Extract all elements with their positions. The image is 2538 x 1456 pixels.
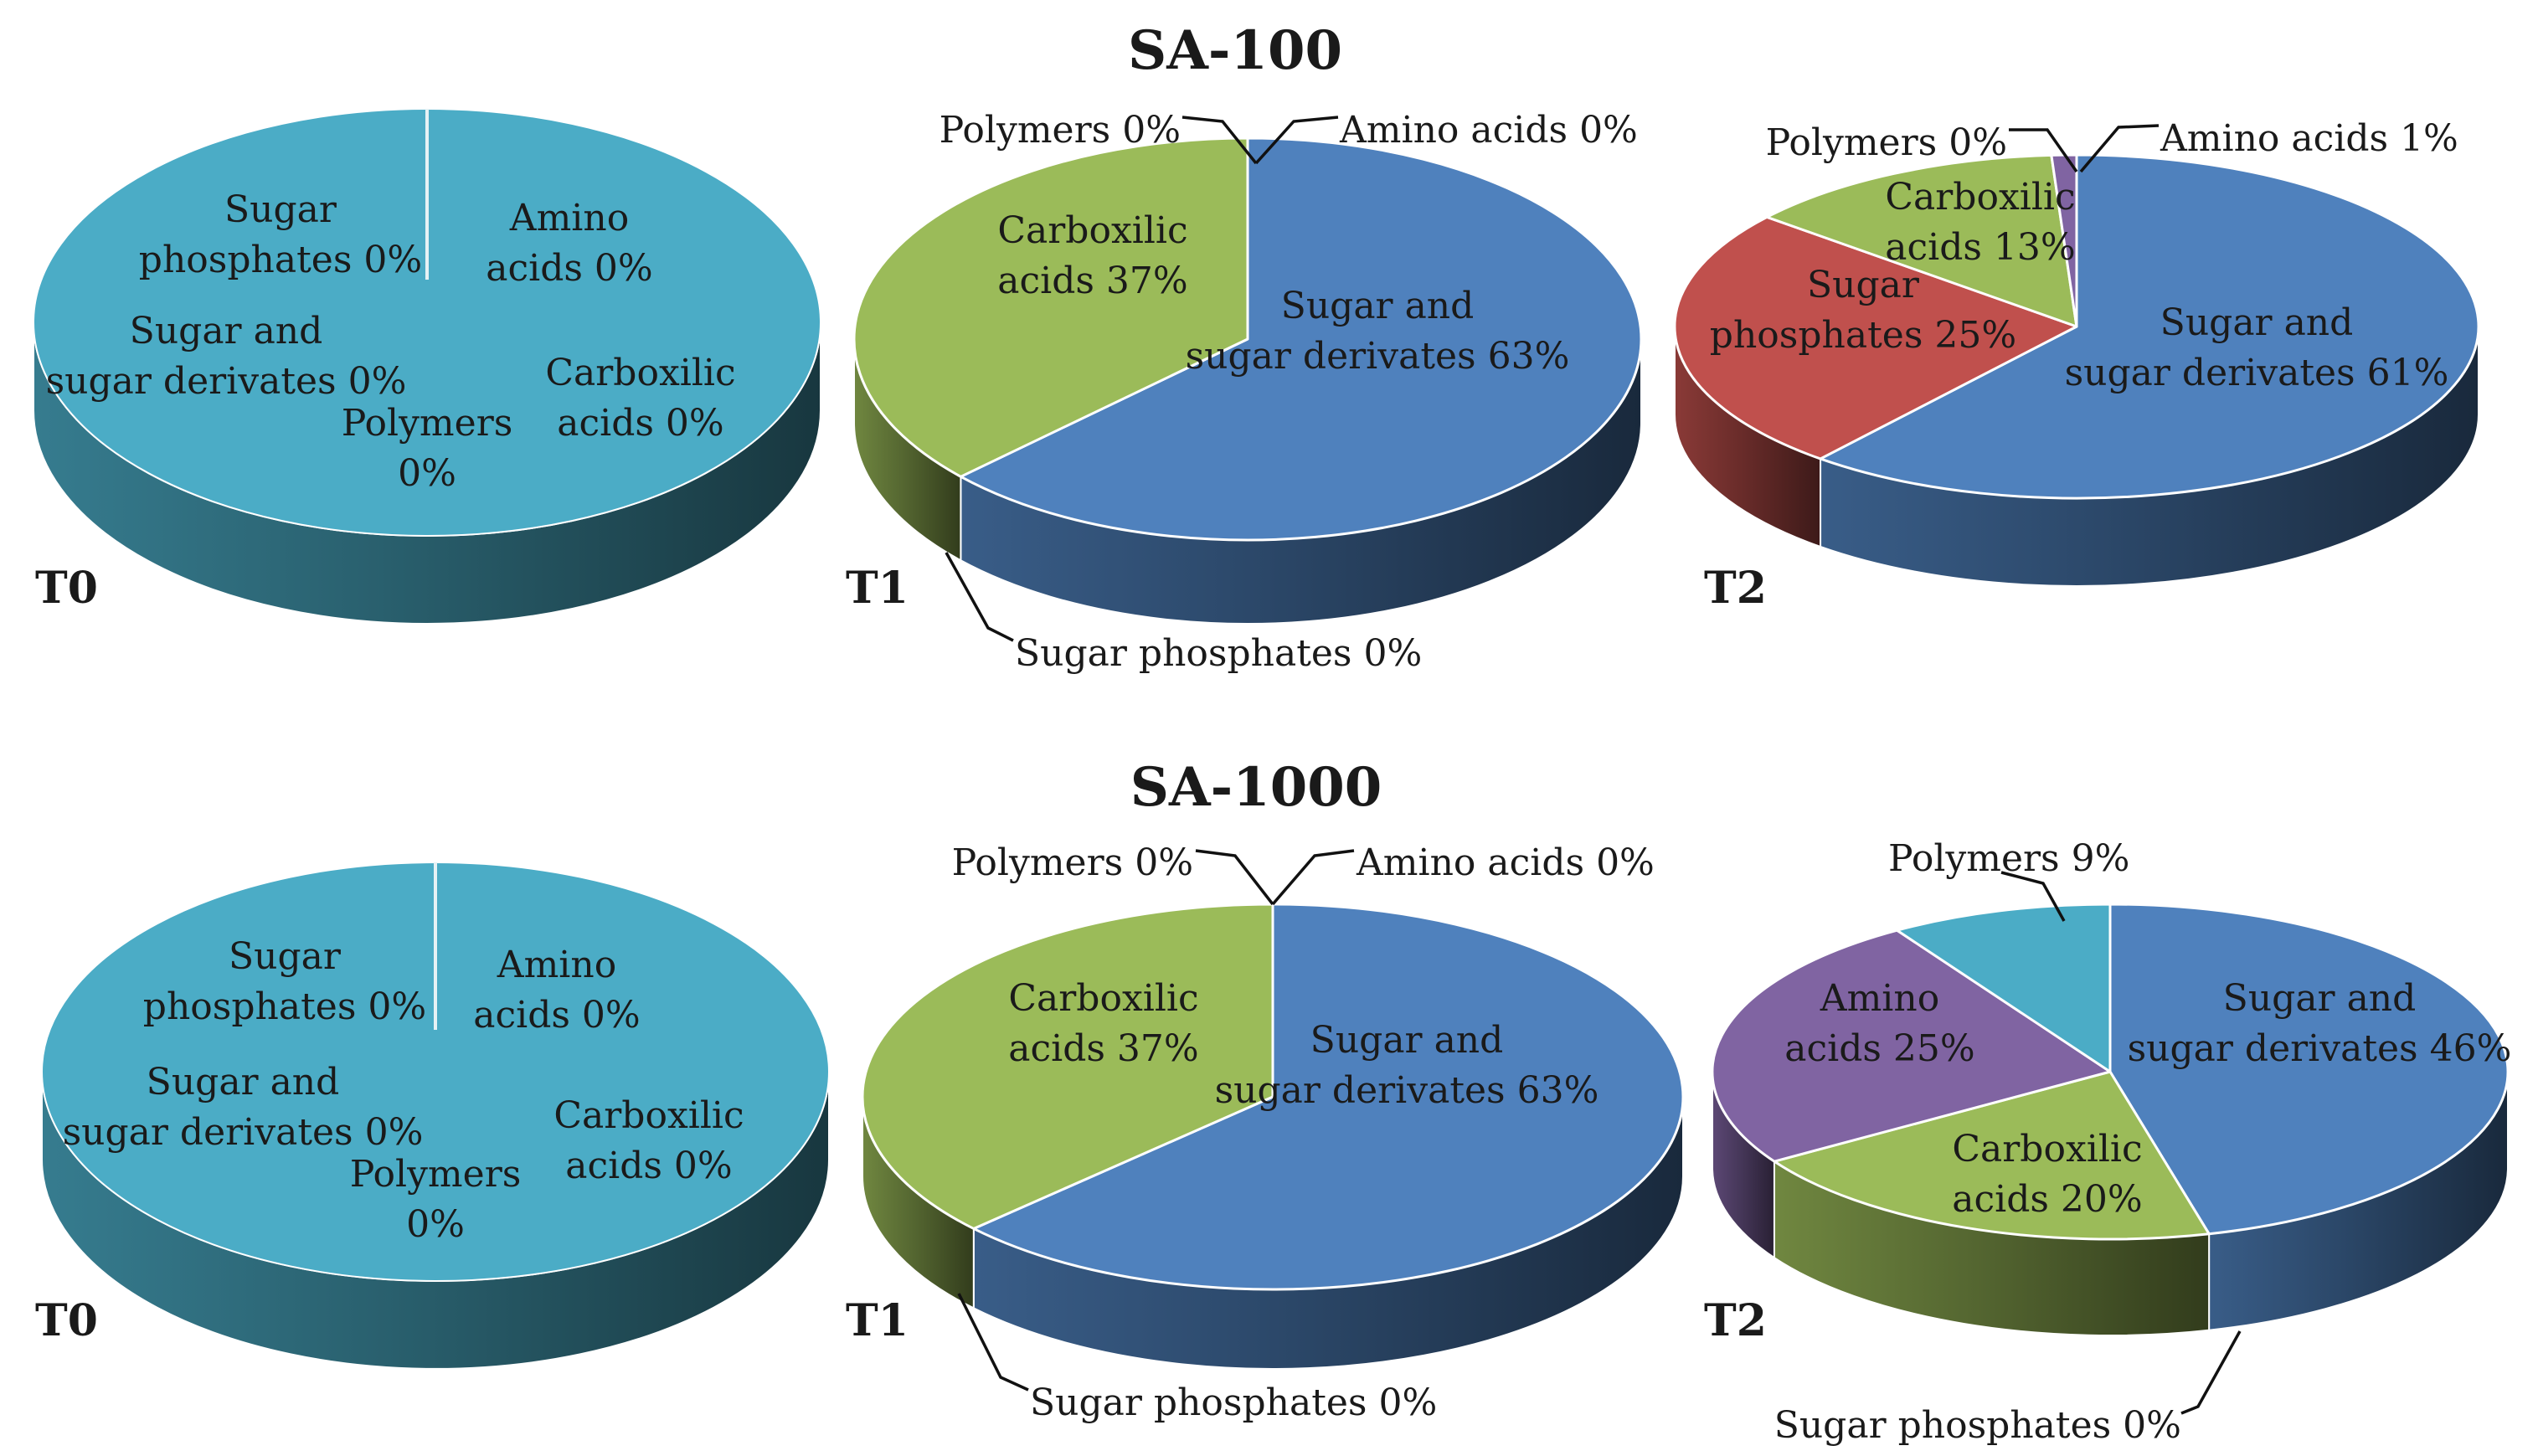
leader-line-amino-acids [1271,849,1355,906]
panel-label-t0: T0 [35,1295,98,1346]
data-label-polymers: Polymers 9% [1888,837,2129,880]
data-label-amino-acids: Amino acids 0% [1339,109,1638,152]
data-label-carboxilic-acids: Carboxilic acids 37% [997,209,1187,302]
pie-slice-sugar-and-sugar-derivates [959,136,1643,542]
data-label-sugar-phosphates: Sugar phosphates 25% [1710,264,2016,357]
pie-slice-sugar-phosphates [1673,215,2078,460]
pie-sa-100-t2: Sugar and sugar derivates 61% Sugar phospha… [1673,117,2480,614]
data-label-sugar-phosphates: Sugar phosphates 0% [1015,632,1422,675]
data-label-carboxilic-acids: Carboxilic acids 20% [1952,1128,2142,1221]
data-label-sugar-and-sugar-derivates: Sugar and sugar derivates 0% [46,310,407,403]
data-label-sugar-phosphates: Sugar phosphates 0% [143,935,426,1028]
pie-slice-sugar-and-sugar-derivates [972,903,1685,1291]
leader-line-sugar-phosphates [2180,1330,2242,1415]
leader-line-polymers [2000,871,2066,922]
pie-slice-amino-acids [1711,929,2112,1163]
leader-line-polymers [1195,849,1274,906]
leader-line-amino-acids [1254,116,1339,165]
data-label-carboxilic-acids: Carboxilic acids 13% [1885,176,2075,269]
leader-line-polymers [1181,116,1258,165]
pie-sa-1000-t0: Sugar phosphates 0% Amino acids 0% Sugar and… [35,862,830,1370]
pie-sa-100-t1: Sugar and sugar derivates 63%Carboxilic ac… [846,109,1643,675]
data-label-carboxilic-acids: Carboxilic acids 37% [1008,977,1198,1070]
data-label-sugar-and-sugar-derivates: Sugar and sugar derivates 63% [1215,1019,1599,1112]
pie-slice-polymers [1895,903,2112,1073]
leader-line-amino-acids [2079,124,2160,173]
panel-label-t2: T2 [1704,1295,1767,1346]
panel-label-t0: T0 [35,563,98,614]
data-label-sugar-and-sugar-derivates: Sugar and sugar derivates 61% [2065,301,2449,394]
data-label-sugar-phosphates: Sugar phosphates 0% [1030,1381,1437,1424]
pie-slice-carboxilic-acids [852,136,1249,478]
leader-line-sugar-phosphates [945,552,1014,642]
leader-line-polymers [2009,128,2078,173]
chart-title-sa-1000: SA-1000 [1130,756,1382,819]
data-label-polymers: Polymers 0% [1766,121,2007,164]
panel-label-t1: T1 [846,1295,909,1346]
data-label-amino-acids: Amino acids 25% [1784,977,1974,1070]
pie-sa-100-t0: Sugar phosphates 0% Amino acids 0% Sugar and… [33,108,821,625]
data-label-amino-acids: Amino acids 0% [473,944,640,1037]
pie-sa-1000-t1: Sugar and sugar derivates 63%Carboxilic ac… [846,841,1685,1424]
pie-slice-carboxilic-acids [861,903,1274,1230]
data-label-amino-acids: Amino acids 0% [486,197,652,290]
data-label-polymers: Polymers 0% [350,1153,522,1246]
data-label-sugar-and-sugar-derivates: Sugar and sugar derivates 0% [63,1061,424,1154]
data-label-polymers: Polymers 0% [342,402,513,495]
chart-title-sa-100: SA-100 [1128,19,1342,82]
data-label-sugar-and-sugar-derivates: Sugar and sugar derivates 63% [1186,285,1570,378]
panel-label-t2: T2 [1704,563,1767,614]
pie-slice-sugar-and-sugar-derivates [2108,903,2510,1236]
panel-label-t1: T1 [846,563,909,614]
data-label-amino-acids: Amino acids 0% [1356,841,1655,884]
data-label-polymers: Polymers 0% [952,841,1193,884]
pie-slice-carboxilic-acids [1773,1070,2211,1241]
data-label-amino-acids: Amino acids 1% [2160,117,2458,160]
leader-line-sugar-phosphates [957,1293,1029,1392]
data-label-carboxilic-acids: Carboxilic acids 0% [553,1094,744,1187]
pie-sa-1000-t2: Sugar and sugar derivates 46% Carboxilic ac… [1704,837,2511,1447]
data-label-polymers: Polymers 0% [940,109,1181,152]
pie-slice-sugar-and-sugar-derivates [1819,153,2480,500]
pie-slice-carboxilic-acids [1765,153,2078,328]
data-label-sugar-and-sugar-derivates: Sugar and sugar derivates 46% [2128,977,2512,1070]
data-label-carboxilic-acids: Carboxilic acids 0% [545,352,735,445]
data-label-sugar-phosphates: Sugar phosphates 0% [1774,1404,2181,1447]
data-label-sugar-phosphates: Sugar phosphates 0% [139,188,422,281]
